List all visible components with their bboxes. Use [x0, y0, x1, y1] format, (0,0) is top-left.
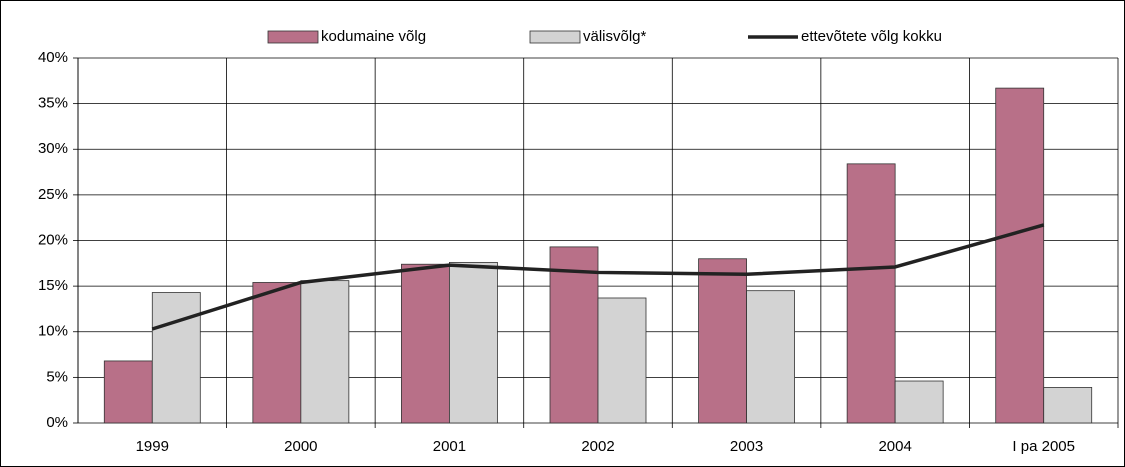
legend-label: ettevõtete võlg kokku	[801, 28, 942, 45]
bar	[1043, 387, 1093, 424]
legend-label: välisvõlg*	[583, 28, 647, 45]
bar	[597, 297, 647, 424]
y-tick-label: 15%	[38, 277, 68, 294]
bar	[401, 263, 450, 424]
y-tick-label: 5%	[46, 368, 68, 385]
bar	[103, 360, 153, 424]
x-tick-label: 1999	[136, 438, 169, 455]
bar	[894, 380, 944, 424]
bar	[300, 280, 350, 424]
y-tick-label: 0%	[46, 414, 68, 431]
legend-label: kodumaine võlg	[321, 28, 426, 45]
bar	[151, 292, 201, 424]
x-tick-label: 2001	[433, 438, 466, 455]
y-tick-label: 25%	[38, 186, 68, 203]
x-tick-label: 2000	[284, 438, 317, 455]
bar	[449, 261, 498, 424]
y-tick-label: 20%	[38, 231, 68, 248]
bar	[746, 290, 795, 424]
bar	[846, 163, 896, 424]
x-tick-label: 2004	[878, 438, 911, 455]
bar	[995, 87, 1045, 424]
x-tick-label: 2002	[581, 438, 614, 455]
bar	[252, 282, 302, 424]
legend-swatch	[529, 30, 581, 44]
x-tick-label: I pa 2005	[1012, 438, 1075, 455]
y-tick-label: 35%	[38, 95, 68, 112]
y-tick-label: 10%	[38, 323, 68, 340]
y-tick-label: 30%	[38, 140, 68, 157]
bar	[549, 246, 599, 424]
y-tick-label: 40%	[38, 49, 68, 66]
legend-swatch	[267, 30, 319, 44]
x-tick-label: 2003	[730, 438, 763, 455]
line-series	[151, 223, 1045, 331]
bar	[698, 258, 747, 424]
